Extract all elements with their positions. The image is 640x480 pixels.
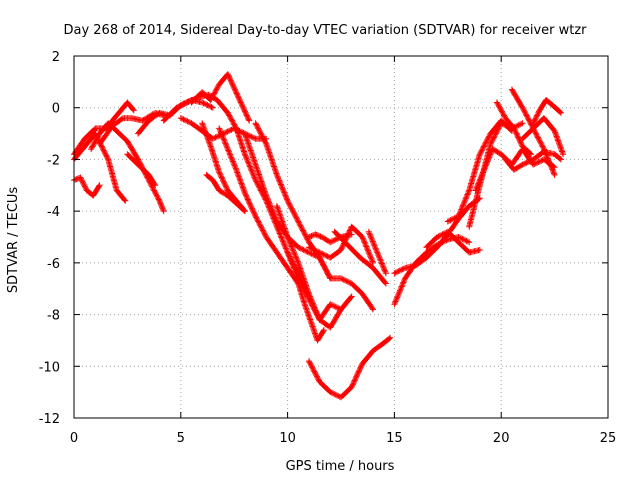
y-tick-label: -8 bbox=[47, 309, 60, 324]
y-tick-label: 2 bbox=[52, 50, 60, 65]
chart-title: Day 268 of 2014, Sidereal Day-to-day VTE… bbox=[63, 23, 587, 38]
series-markers bbox=[316, 254, 376, 313]
series-markers bbox=[423, 228, 483, 256]
x-tick-label: 25 bbox=[600, 431, 617, 446]
series-markers bbox=[203, 171, 248, 215]
series-arc-05 bbox=[96, 109, 167, 147]
series-markers bbox=[306, 334, 394, 401]
series-markers bbox=[502, 148, 564, 173]
x-tick-label: 5 bbox=[177, 431, 185, 446]
x-tick-label: 20 bbox=[493, 431, 510, 446]
series-markers bbox=[331, 228, 389, 287]
y-tick-label: -12 bbox=[39, 412, 60, 427]
series-markers bbox=[96, 109, 167, 147]
axis-ticks bbox=[73, 55, 609, 419]
y-tick-label: -4 bbox=[47, 205, 60, 220]
series-arc-27 bbox=[391, 195, 483, 277]
x-tick-label: 15 bbox=[386, 431, 403, 446]
series-markers bbox=[508, 86, 558, 178]
series-arc-22 bbox=[316, 254, 376, 313]
series-arc-06 bbox=[124, 151, 159, 189]
series-markers bbox=[530, 97, 564, 127]
series-arc-33 bbox=[508, 86, 558, 178]
series-arc-09 bbox=[188, 71, 253, 124]
y-tick-label: -10 bbox=[39, 360, 60, 375]
series-arc-13 bbox=[216, 125, 302, 287]
series-arc-23 bbox=[331, 228, 389, 287]
series-arc-12 bbox=[203, 171, 248, 215]
series-arc-25 bbox=[306, 334, 394, 401]
series-arc-32 bbox=[493, 99, 535, 158]
series-arc-24 bbox=[365, 228, 389, 277]
series-markers bbox=[519, 115, 567, 158]
y-tick-label: -6 bbox=[47, 257, 60, 272]
series-markers bbox=[188, 71, 253, 124]
x-tick-label: 0 bbox=[70, 431, 78, 446]
data-series bbox=[71, 71, 567, 401]
series-markers bbox=[216, 125, 302, 287]
series-arc-35 bbox=[530, 97, 564, 127]
series-arc-36 bbox=[502, 148, 564, 173]
y-tick-label: -2 bbox=[47, 153, 60, 168]
plot-border bbox=[73, 55, 609, 419]
series-arc-28 bbox=[423, 228, 483, 256]
series-markers bbox=[295, 280, 327, 344]
x-tick-label: 10 bbox=[279, 431, 296, 446]
x-axis-label: GPS time / hours bbox=[286, 459, 395, 474]
series-markers bbox=[365, 228, 389, 277]
series-arc-19 bbox=[295, 280, 327, 344]
y-tick-label: 0 bbox=[52, 102, 60, 117]
series-markers bbox=[391, 195, 483, 277]
series-arc-34 bbox=[519, 115, 567, 158]
y-axis-label: SDTVAR / TECUs bbox=[6, 187, 21, 294]
series-markers bbox=[493, 99, 535, 158]
series-markers bbox=[124, 151, 159, 189]
